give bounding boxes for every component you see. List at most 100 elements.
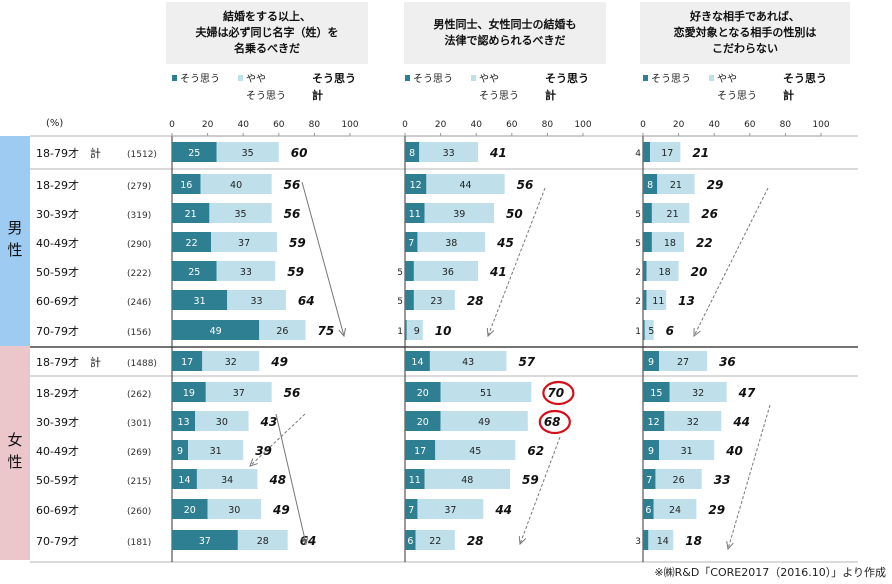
panel-title-line: 名乗るべきだ: [234, 42, 300, 55]
bar-weak-label: 37: [238, 238, 250, 249]
bar-strong: [172, 320, 260, 340]
bar-weak: [200, 174, 272, 194]
bar-strong: [405, 232, 418, 252]
legend-total: そう思う: [545, 72, 589, 85]
bar-total-label: 70: [547, 386, 564, 400]
bar-strong: [405, 351, 430, 371]
bar-weak-label: 49: [478, 417, 490, 428]
bar-weak-label: 26: [673, 475, 685, 486]
bar-weak: [648, 530, 674, 550]
bar-total-label: 41: [489, 265, 507, 279]
bar-weak: [669, 382, 727, 402]
bar-total-label: 40: [725, 444, 743, 458]
bar-weak-label: 33: [251, 296, 263, 307]
panel-title-2: 男性同士、女性同士の結婚も 法律で認められるべきだ: [434, 17, 577, 49]
x-tick-label: 20: [202, 120, 214, 130]
bar-weak-label: 40: [230, 180, 242, 191]
row-sample-size: (269): [127, 448, 151, 458]
bar-weak: [413, 290, 455, 310]
bar-strong: [643, 411, 665, 431]
row-label: 18-79才 計: [36, 355, 101, 369]
x-tick-label: 0: [640, 120, 646, 130]
bar-strong-label: 9: [648, 357, 654, 368]
bar-strong-label: 17: [414, 446, 426, 457]
bar-strong-label: 2: [635, 297, 641, 307]
bar-weak: [655, 469, 702, 489]
row-sample-size: (156): [127, 328, 151, 338]
bar-strong-label: 31: [194, 296, 206, 307]
bar-weak: [646, 261, 679, 281]
bar-total-label: 13: [678, 294, 695, 308]
row-sample-size: (262): [127, 390, 151, 400]
row-sample-size: (260): [127, 507, 151, 517]
bar-weak: [426, 174, 505, 194]
row-sample-size: (290): [127, 240, 151, 250]
x-tick-label: 20: [673, 120, 685, 130]
bar-strong: [172, 382, 206, 402]
bar-strong-label: 11: [409, 475, 421, 486]
bar-strong-label: 19: [183, 388, 195, 399]
bar-strong-label: 22: [186, 238, 198, 249]
bar-strong: [643, 232, 652, 252]
bar-weak: [216, 142, 279, 162]
trend-arrow-head: [486, 327, 495, 338]
bar-strong-label: 5: [635, 239, 641, 249]
bar-weak: [429, 351, 507, 371]
trend-arrow-head: [693, 327, 701, 338]
bar-weak: [227, 290, 286, 310]
legend-swatch-weak: [709, 75, 714, 81]
row-sample-size: (1512): [127, 150, 157, 160]
bar-weak-label: 38: [445, 238, 457, 249]
bar-strong: [643, 499, 654, 519]
x-tick-label: 60: [744, 120, 756, 130]
bar-total-label: 56: [284, 207, 301, 221]
x-tick-label: 60: [506, 120, 518, 130]
trend-arrow-line: [693, 187, 769, 337]
bar-strong-label: 14: [411, 357, 423, 368]
bar-strong: [643, 440, 660, 460]
bar-weak-label: 32: [692, 388, 704, 399]
trend-arrow-line: [487, 187, 546, 337]
row-sample-size: (279): [127, 182, 151, 192]
bar-strong: [643, 142, 651, 162]
bar-strong: [643, 203, 652, 223]
bar-total-label: 64: [300, 534, 317, 548]
row-label: 40-49才: [36, 444, 79, 458]
x-tick-label: 100: [574, 120, 591, 130]
bar-weak-label: 14: [657, 536, 669, 547]
bar-strong-label: 6: [407, 536, 413, 547]
bar-strong-label: 12: [648, 417, 660, 428]
bar-total-label: 56: [284, 178, 301, 192]
bar-strong: [405, 440, 436, 460]
panel-title-line: 恋愛対象となる相手の性別は: [673, 26, 817, 39]
bar-weak: [237, 530, 288, 550]
x-tick-label: 80: [542, 120, 554, 130]
bar-total-label: 62: [527, 444, 544, 458]
legend-weak: そう思う: [479, 90, 519, 102]
bar-strong-label: 12: [410, 180, 422, 191]
bar-strong: [643, 261, 647, 281]
bar-strong-label: 49: [210, 326, 222, 337]
bar-strong: [172, 530, 238, 550]
bar-weak-label: 33: [443, 148, 455, 159]
bar-weak: [196, 469, 258, 489]
bar-weak-label: 9: [414, 326, 420, 337]
bar-weak: [417, 499, 484, 519]
legend-weak: やや: [717, 73, 737, 85]
bar-weak: [415, 530, 455, 550]
bar-total-label: 60: [291, 146, 308, 160]
bar-weak: [646, 290, 667, 310]
bar-strong-label: 1: [397, 327, 403, 337]
x-tick-label: 60: [273, 120, 285, 130]
bar-strong-label: 2: [635, 268, 641, 278]
row-label: 60-69才: [36, 294, 79, 308]
legend-weak: やや: [479, 73, 499, 85]
bar-total-label: 75: [318, 324, 335, 338]
bar-weak-label: 44: [459, 180, 471, 191]
bar-total-label: 21: [692, 146, 709, 160]
bar-weak-label: 22: [429, 536, 441, 547]
bar-weak: [653, 499, 697, 519]
x-tick-label: 40: [470, 120, 482, 130]
bar-total-label: 36: [719, 355, 736, 369]
